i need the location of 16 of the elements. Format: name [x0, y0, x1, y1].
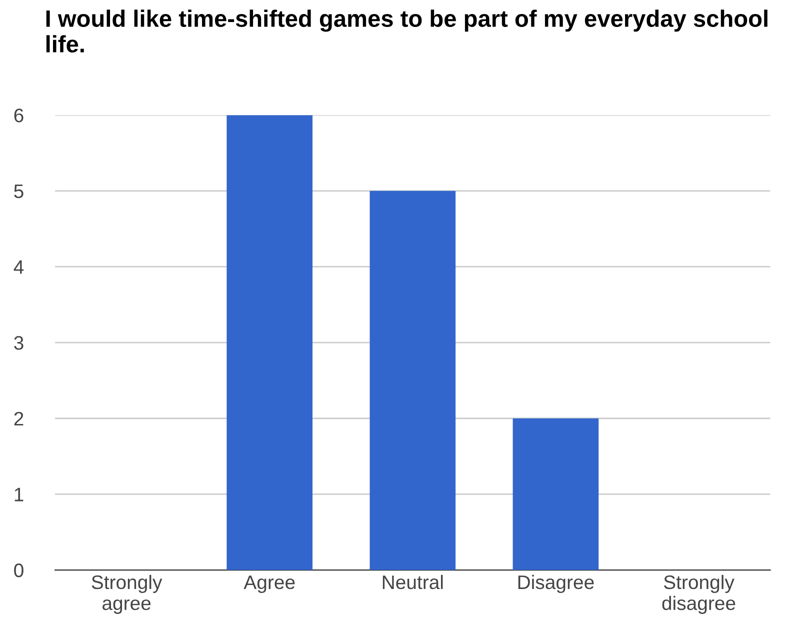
y-tick-label: 1 — [14, 488, 24, 502]
chart-title: I would like time-shifted games to be part of my everyday school life. — [46, 10, 768, 53]
y-tick-label: 0 — [14, 563, 24, 578]
y-tick-label: 4 — [14, 260, 24, 274]
y-tick-label: 2 — [14, 412, 24, 426]
x-tick-label: Neutral — [382, 574, 443, 590]
x-tick-label: Strongly agree — [92, 574, 162, 614]
x-tick-label: Agree — [244, 576, 295, 594]
x-tick-label: Strongly disagree — [662, 574, 736, 614]
bar — [226, 115, 313, 570]
y-tick-label: 5 — [14, 184, 24, 198]
x-tick-label: Disagree — [518, 574, 594, 594]
bar — [512, 418, 599, 570]
y-tick-label: 6 — [14, 108, 24, 122]
y-tick-label: 3 — [14, 336, 24, 350]
bar — [370, 190, 456, 570]
